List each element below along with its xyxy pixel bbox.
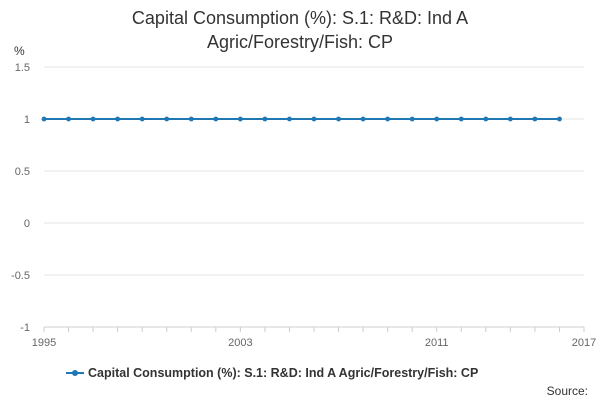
data-point [434, 116, 440, 122]
y-axis-unit-label: % [14, 44, 25, 58]
data-point [385, 116, 391, 122]
data-point [483, 116, 489, 122]
data-point [41, 116, 47, 122]
data-point [287, 116, 292, 122]
legend-marker [66, 367, 84, 379]
data-point [90, 116, 96, 122]
chart-title-line-2: Agric/Forestry/Fish: CP [206, 32, 394, 52]
y-tick-label: 0.5 [15, 166, 30, 178]
data-point [336, 116, 341, 122]
data-point [360, 116, 366, 122]
legend-label: Capital Consumption (%): S.1: R&D: Ind A… [88, 366, 479, 380]
data-point [409, 116, 415, 122]
data-point [139, 116, 145, 122]
legend[interactable]: Capital Consumption (%): S.1: R&D: Ind A… [66, 366, 478, 380]
data-point [262, 116, 268, 122]
data-point [311, 116, 317, 122]
x-tick-label: 2003 [228, 337, 252, 349]
y-tick-label: 0 [24, 218, 30, 230]
chart-title: Capital Consumption (%): S.1: R&D: Ind A… [0, 6, 600, 54]
data-point [237, 116, 243, 122]
legend-marker-dot [72, 370, 78, 376]
chart-title-line-1: Capital Consumption (%): S.1: R&D: Ind A [131, 8, 469, 28]
data-point [164, 116, 170, 122]
data-point [66, 116, 71, 122]
data-point [213, 116, 219, 122]
x-tick-label: 2017 [572, 337, 596, 349]
y-tick-label: 1 [24, 114, 30, 126]
source-label: Source: [546, 384, 588, 398]
y-tick-label: -0.5 [11, 270, 30, 282]
data-point [557, 116, 562, 122]
x-tick-label: 1995 [32, 337, 56, 349]
x-tick-label: 2011 [425, 337, 449, 349]
data-point [115, 116, 121, 122]
y-tick-label: -1 [20, 322, 30, 334]
data-point [507, 116, 513, 122]
data-point [188, 116, 194, 122]
y-tick-label: 1.5 [15, 62, 30, 74]
data-point [458, 116, 464, 122]
data-point [532, 116, 538, 122]
